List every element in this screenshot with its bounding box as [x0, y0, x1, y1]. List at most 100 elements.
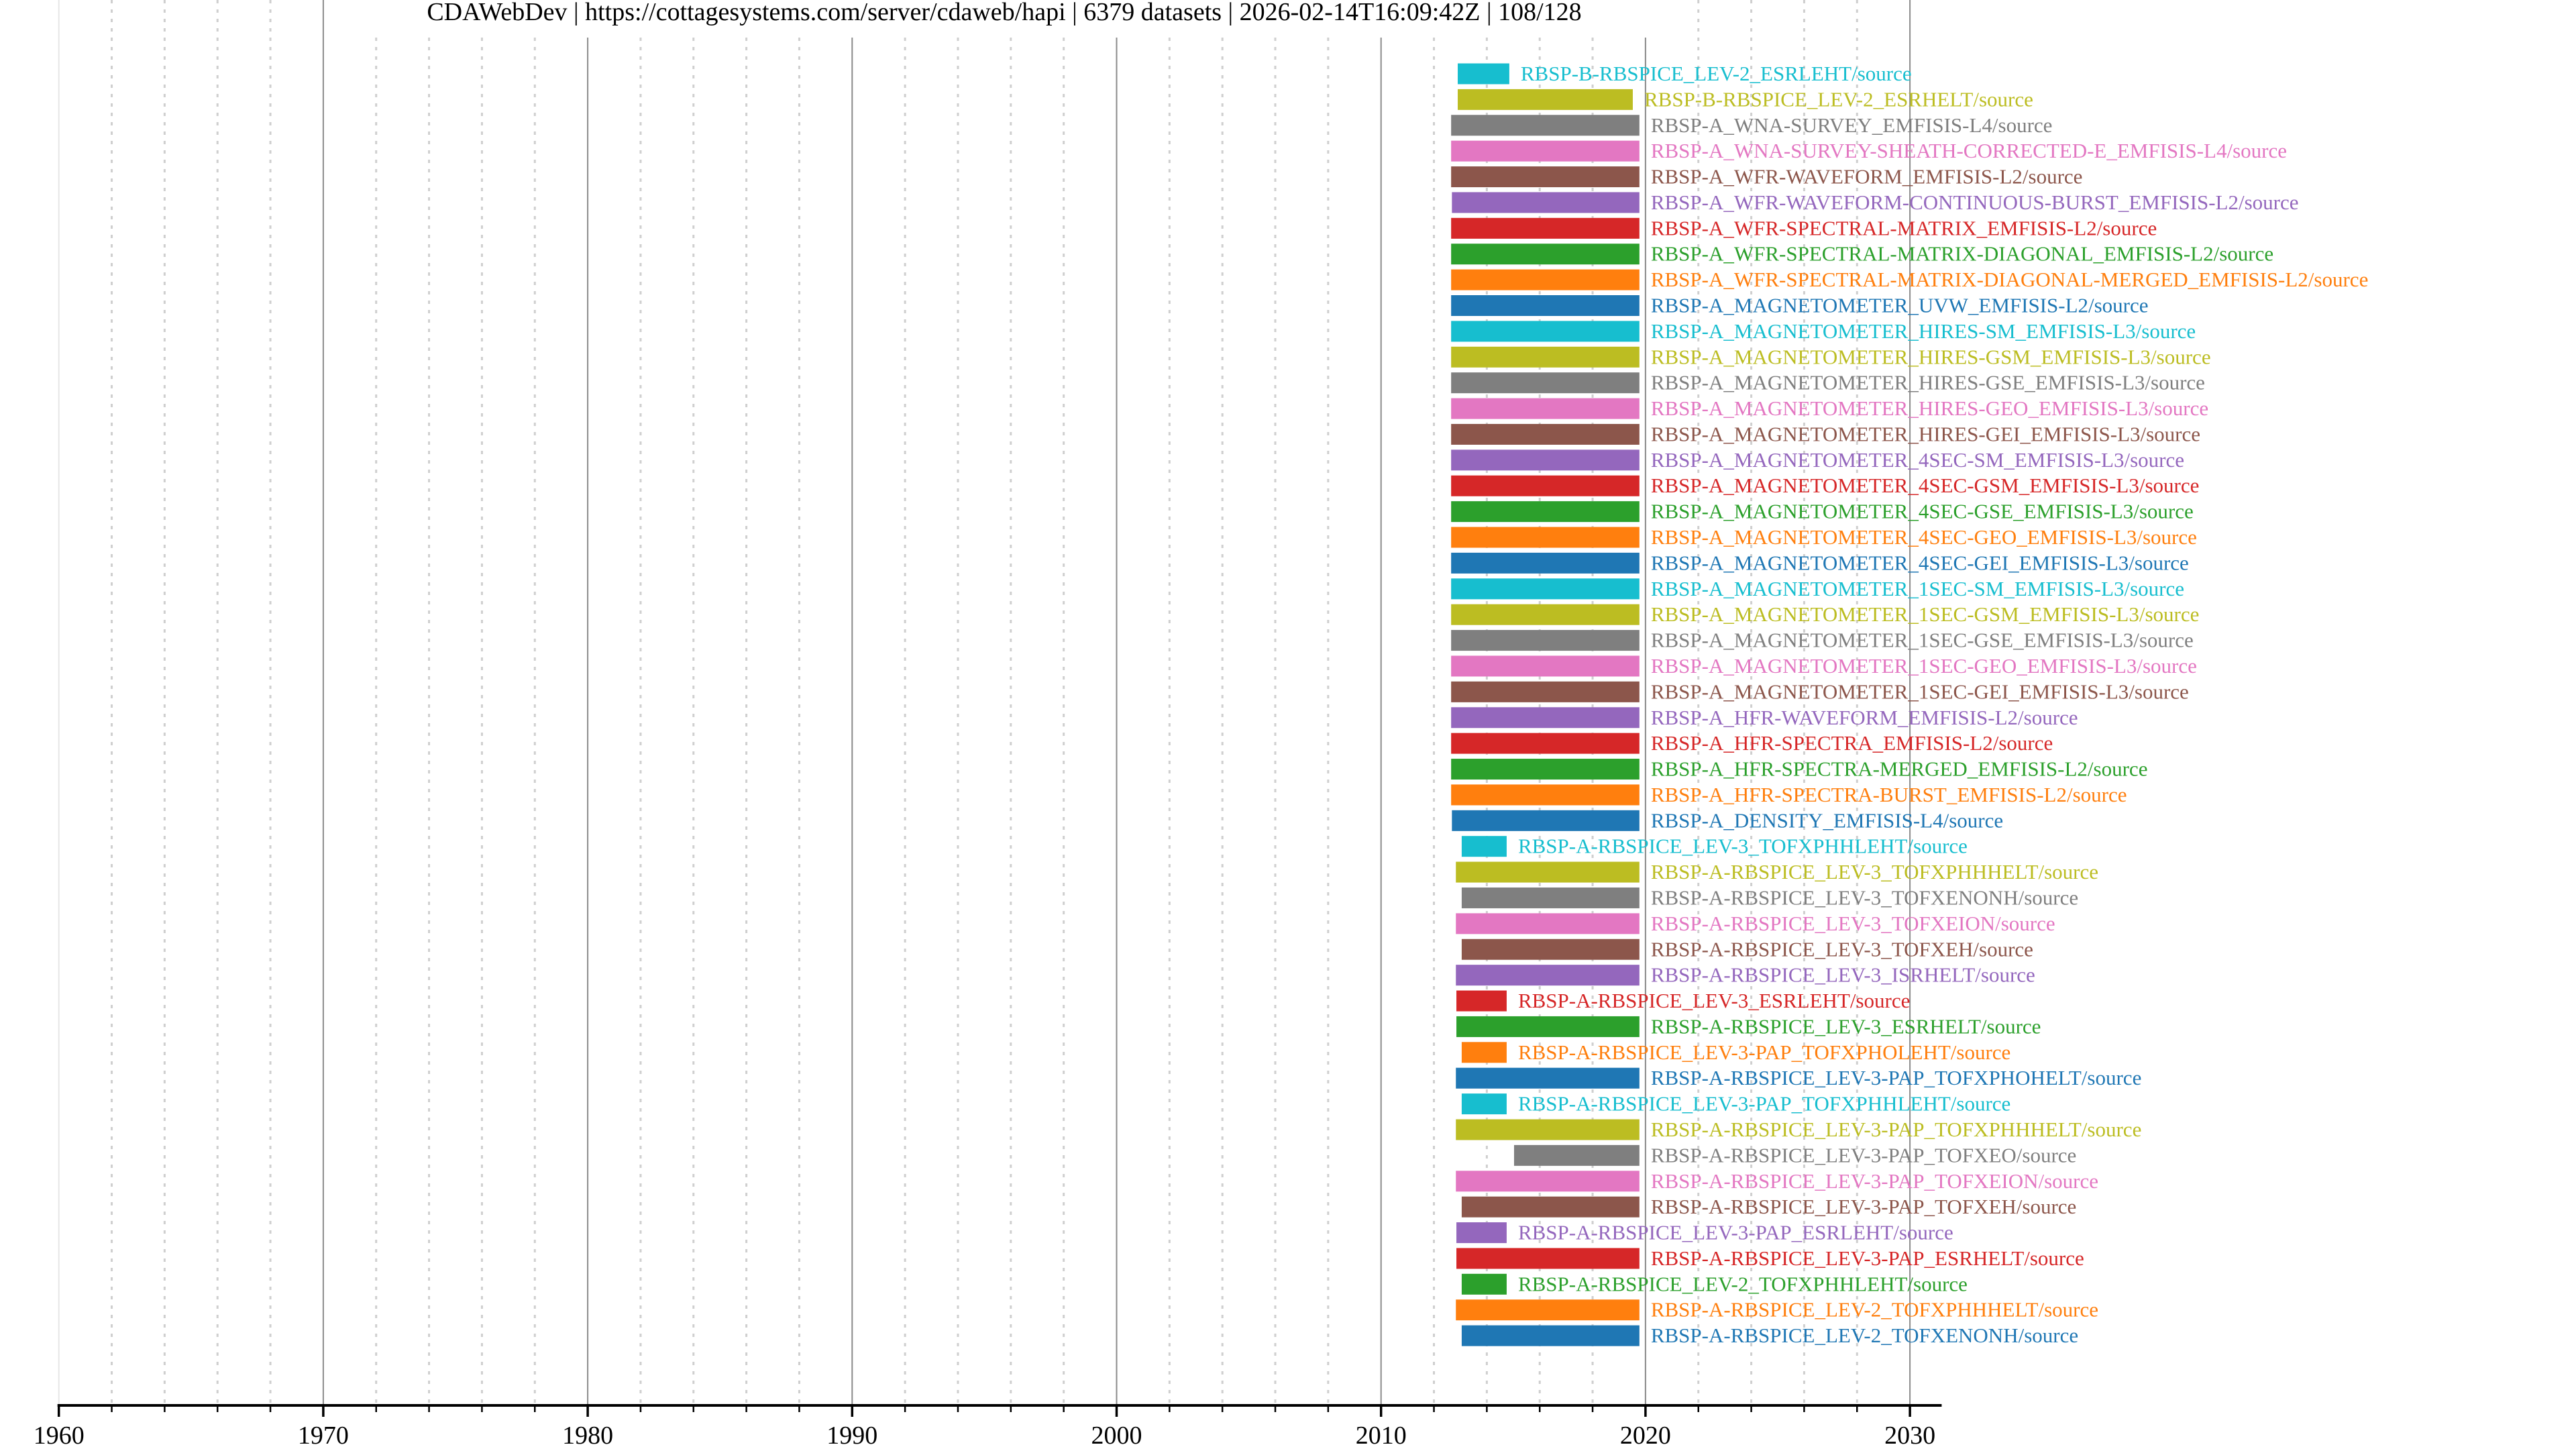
- dataset-bar: [1513, 1144, 1640, 1166]
- dataset-label: RBSP-A_WNA-SURVEY_EMFISIS-L4/source: [1651, 113, 2053, 137]
- dataset-row: RBSP-A_MAGNETOMETER_1SEC-GEO_EMFISIS-L3/…: [1451, 654, 2197, 678]
- dataset-row: RBSP-A_MAGNETOMETER_1SEC-GEI_EMFISIS-L3/…: [1451, 680, 2189, 703]
- x-tick-label: 2010: [1356, 1421, 1407, 1449]
- dataset-label: RBSP-A-RBSPICE_LEV-3-PAP_TOFXEION/source: [1651, 1169, 2098, 1193]
- dataset-label: RBSP-A_MAGNETOMETER_4SEC-SM_EMFISIS-L3/s…: [1651, 448, 2184, 472]
- x-tick-label: 2030: [1884, 1421, 1935, 1449]
- dataset-label: RBSP-A_MAGNETOMETER_1SEC-GEO_EMFISIS-L3/…: [1651, 654, 2197, 678]
- dataset-row: RBSP-A_MAGNETOMETER_HIRES-GEI_EMFISIS-L3…: [1451, 422, 2200, 445]
- dataset-row: RBSP-A_MAGNETOMETER_1SEC-GSE_EMFISIS-L3/…: [1451, 629, 2194, 652]
- dataset-label: RBSP-A_WNA-SURVEY-SHEATH-CORRECTED-E_EMF…: [1651, 139, 2287, 162]
- dataset-bar: [1456, 861, 1640, 883]
- dataset-bar: [1451, 140, 1640, 162]
- dataset-row: RBSP-A_HFR-SPECTRA-MERGED_EMFISIS-L2/sou…: [1451, 757, 2147, 781]
- dataset-label: RBSP-A-RBSPICE_LEV-3_ESRLEHT/source: [1518, 989, 1910, 1012]
- dataset-label: RBSP-A_MAGNETOMETER_1SEC-GSE_EMFISIS-L3/…: [1651, 629, 2194, 652]
- dataset-label: RBSP-A-RBSPICE_LEV-3_TOFXENONH/source: [1651, 885, 2078, 909]
- dataset-bar: [1461, 887, 1640, 908]
- dataset-bar: [1456, 1299, 1640, 1321]
- dataset-label: RBSP-A-RBSPICE_LEV-2_TOFXPHHLEHT/source: [1518, 1272, 1968, 1295]
- dataset-bar: [1451, 423, 1640, 445]
- dataset-label: RBSP-A-RBSPICE_LEV-3-PAP_TOFXEH/source: [1651, 1195, 2076, 1218]
- dataset-label: RBSP-A_MAGNETOMETER_1SEC-SM_EMFISIS-L3/s…: [1651, 577, 2184, 600]
- dataset-bar: [1451, 604, 1640, 625]
- dataset-row: RBSP-A_WFR-SPECTRAL-MATRIX_EMFISIS-L2/so…: [1451, 216, 2157, 239]
- dataset-label: RBSP-A_HFR-SPECTRA-BURST_EMFISIS-L2/sour…: [1651, 783, 2127, 806]
- x-tick-label: 2020: [1620, 1421, 1671, 1449]
- dataset-row: RBSP-A-RBSPICE_LEV-3_TOFXPHHLEHT/source: [1461, 835, 1968, 858]
- dataset-label: RBSP-A_MAGNETOMETER_4SEC-GSM_EMFISIS-L3/…: [1651, 474, 2200, 497]
- chart-title: CDAWebDev | https://cottagesystems.com/s…: [427, 0, 1581, 26]
- gridlines: [58, 0, 1911, 1405]
- dataset-label: RBSP-A_HFR-SPECTRA_EMFISIS-L2/source: [1651, 731, 2053, 755]
- dataset-bar: [1461, 1042, 1507, 1063]
- dataset-row: RBSP-A-RBSPICE_LEV-2_TOFXPHHHELT/source: [1456, 1298, 2098, 1322]
- dataset-row: RBSP-A-RBSPICE_LEV-3-PAP_TOFXPHOLEHT/sou…: [1461, 1040, 2010, 1064]
- dataset-bar: [1461, 938, 1640, 960]
- dataset-row: RBSP-A-RBSPICE_LEV-3-PAP_TOFXEH/source: [1461, 1195, 2076, 1218]
- dataset-label: RBSP-A-RBSPICE_LEV-3_TOFXEION/source: [1651, 912, 2055, 935]
- dataset-row: RBSP-A_MAGNETOMETER_HIRES-GSE_EMFISIS-L3…: [1451, 371, 2205, 394]
- dataset-label: RBSP-A-RBSPICE_LEV-3_ISRHELT/source: [1651, 963, 2035, 987]
- dataset-bar: [1451, 398, 1640, 419]
- dataset-row: RBSP-A_WNA-SURVEY-SHEATH-CORRECTED-E_EMF…: [1451, 139, 2287, 162]
- x-tick-label: 1980: [562, 1421, 613, 1449]
- dataset-bar: [1451, 759, 1640, 780]
- dataset-label: RBSP-B-RBSPICE_LEV-2_ESRLEHT/source: [1521, 62, 1912, 85]
- dataset-row: RBSP-A_WNA-SURVEY_EMFISIS-L4/source: [1451, 113, 2052, 137]
- dataset-row: RBSP-A-RBSPICE_LEV-3-PAP_TOFXPHHHELT/sou…: [1456, 1118, 2141, 1141]
- dataset-bar: [1456, 990, 1507, 1012]
- dataset-bar: [1458, 63, 1509, 85]
- dataset-bar: [1451, 707, 1640, 729]
- dataset-bar: [1451, 346, 1640, 368]
- dataset-row: RBSP-A_WFR-WAVEFORM_EMFISIS-L2/source: [1451, 165, 2082, 189]
- dataset-row: RBSP-A_MAGNETOMETER_HIRES-GEO_EMFISIS-L3…: [1451, 396, 2208, 420]
- dataset-row: RBSP-A_MAGNETOMETER_HIRES-SM_EMFISIS-L3/…: [1451, 319, 2196, 343]
- dataset-label: RBSP-A-RBSPICE_LEV-3_TOFXPHHHELT/source: [1651, 860, 2098, 883]
- dataset-bar: [1451, 784, 1640, 806]
- dataset-label: RBSP-A_WFR-SPECTRAL-MATRIX-DIAGONAL_EMFI…: [1651, 242, 2273, 266]
- dataset-label: RBSP-A_MAGNETOMETER_HIRES-GSE_EMFISIS-L3…: [1651, 371, 2205, 394]
- dataset-bar: [1456, 1119, 1640, 1140]
- dataset-row: RBSP-A-RBSPICE_LEV-3_ISRHELT/source: [1456, 963, 2035, 987]
- dataset-row: RBSP-A-RBSPICE_LEV-3_TOFXEION/source: [1456, 912, 2055, 935]
- dataset-bar: [1461, 836, 1507, 857]
- dataset-label: RBSP-A-RBSPICE_LEV-2_TOFXENONH/source: [1651, 1324, 2078, 1347]
- dataset-row: RBSP-A-RBSPICE_LEV-3-PAP_ESRLEHT/source: [1456, 1221, 1953, 1244]
- dataset-row: RBSP-A-RBSPICE_LEV-2_TOFXPHHLEHT/source: [1461, 1272, 1968, 1295]
- dataset-bar: [1451, 475, 1640, 496]
- x-axis: 1960 1970 1980 1990 2000 2010 2020 2030: [34, 1404, 1942, 1449]
- dataset-bars: RBSP-B-RBSPICE_LEV-2_ESRLEHT/source RBSP-…: [1451, 62, 2368, 1347]
- dataset-row: RBSP-A_MAGNETOMETER_UVW_EMFISIS-L2/sourc…: [1451, 294, 2149, 317]
- dataset-bar: [1461, 1325, 1640, 1346]
- dataset-bar: [1451, 501, 1640, 523]
- dataset-bar: [1456, 1067, 1640, 1089]
- dataset-bar: [1461, 1093, 1507, 1115]
- dataset-label: RBSP-A_HFR-WAVEFORM_EMFISIS-L2/source: [1651, 706, 2078, 729]
- dataset-row: RBSP-A_WFR-WAVEFORM-CONTINUOUS-BURST_EMF…: [1452, 191, 2299, 214]
- dataset-row: RBSP-A_MAGNETOMETER_HIRES-GSM_EMFISIS-L3…: [1451, 345, 2211, 368]
- dataset-row: RBSP-A-RBSPICE_LEV-3-PAP_TOFXPHOHELT/sou…: [1456, 1066, 2141, 1089]
- dataset-row: RBSP-A-RBSPICE_LEV-3_TOFXENONH/source: [1461, 885, 2078, 909]
- dataset-bar: [1451, 115, 1640, 136]
- dataset-label: RBSP-A_MAGNETOMETER_4SEC-GEO_EMFISIS-L3/…: [1651, 525, 2197, 549]
- dataset-bar: [1461, 1273, 1507, 1295]
- dataset-bar: [1451, 578, 1640, 600]
- dataset-row: RBSP-A-RBSPICE_LEV-2_TOFXENONH/source: [1461, 1324, 2078, 1347]
- dataset-label: RBSP-A-RBSPICE_LEV-3-PAP_TOFXPHOHELT/sou…: [1651, 1066, 2142, 1089]
- dataset-row: RBSP-A-RBSPICE_LEV-3_TOFXPHHHELT/source: [1456, 860, 2098, 883]
- dataset-bar: [1456, 965, 1640, 986]
- dataset-label: RBSP-A-RBSPICE_LEV-3-PAP_TOFXEO/source: [1651, 1143, 2076, 1167]
- dataset-label: RBSP-A-RBSPICE_LEV-3-PAP_TOFXPHHLEHT/sou…: [1518, 1092, 2010, 1116]
- dataset-bar: [1461, 1196, 1640, 1218]
- dataset-label: RBSP-A-RBSPICE_LEV-3-PAP_ESRHELT/source: [1651, 1246, 2084, 1270]
- dataset-label: RBSP-A_MAGNETOMETER_HIRES-GEI_EMFISIS-L3…: [1651, 422, 2200, 445]
- dataset-row: RBSP-A-RBSPICE_LEV-3-PAP_TOFXEO/source: [1513, 1143, 2076, 1167]
- dataset-row: RBSP-A_MAGNETOMETER_1SEC-GSM_EMFISIS-L3/…: [1451, 602, 2199, 626]
- dataset-label: RBSP-A_MAGNETOMETER_UVW_EMFISIS-L2/sourc…: [1651, 294, 2149, 317]
- dataset-label: RBSP-A-RBSPICE_LEV-2_TOFXPHHHELT/source: [1651, 1298, 2098, 1322]
- dataset-bar: [1451, 527, 1640, 548]
- dataset-row: RBSP-A-RBSPICE_LEV-3-PAP_ESRHELT/source: [1456, 1246, 2084, 1270]
- title-background: [349, 0, 1650, 38]
